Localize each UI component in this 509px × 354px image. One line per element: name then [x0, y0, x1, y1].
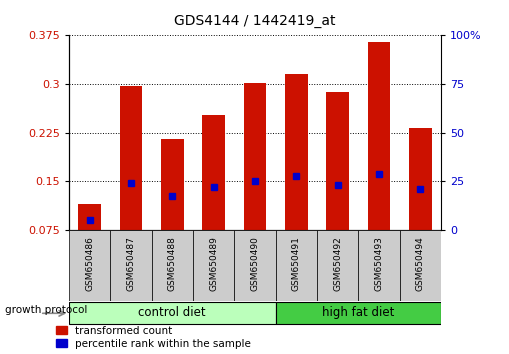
Text: GSM650488: GSM650488: [167, 236, 177, 291]
Bar: [192, 230, 234, 301]
Text: control diet: control diet: [138, 306, 206, 319]
Bar: [326, 92, 349, 230]
Bar: [69, 302, 275, 324]
Bar: [275, 302, 440, 324]
Bar: [78, 204, 101, 230]
Bar: [285, 74, 307, 230]
Text: GSM650490: GSM650490: [250, 236, 259, 291]
Text: GDS4144 / 1442419_at: GDS4144 / 1442419_at: [174, 14, 335, 28]
Text: GSM650489: GSM650489: [209, 236, 218, 291]
Bar: [275, 230, 317, 301]
Bar: [119, 86, 142, 230]
Text: GSM650493: GSM650493: [374, 236, 383, 291]
Text: GSM650494: GSM650494: [415, 236, 424, 291]
Text: GSM650486: GSM650486: [85, 236, 94, 291]
Bar: [151, 230, 192, 301]
Bar: [367, 42, 390, 230]
Legend: transformed count, percentile rank within the sample: transformed count, percentile rank withi…: [56, 326, 250, 349]
Bar: [110, 230, 151, 301]
Bar: [234, 230, 275, 301]
Bar: [408, 128, 431, 230]
Text: GSM650487: GSM650487: [126, 236, 135, 291]
Bar: [317, 230, 358, 301]
Bar: [69, 230, 110, 301]
Text: growth protocol: growth protocol: [5, 305, 88, 315]
Bar: [358, 230, 399, 301]
Bar: [243, 83, 266, 230]
Bar: [202, 115, 224, 230]
Bar: [399, 230, 440, 301]
Bar: [160, 139, 183, 230]
Text: GSM650492: GSM650492: [332, 236, 342, 291]
Text: high fat diet: high fat diet: [322, 306, 394, 319]
Text: GSM650491: GSM650491: [291, 236, 300, 291]
